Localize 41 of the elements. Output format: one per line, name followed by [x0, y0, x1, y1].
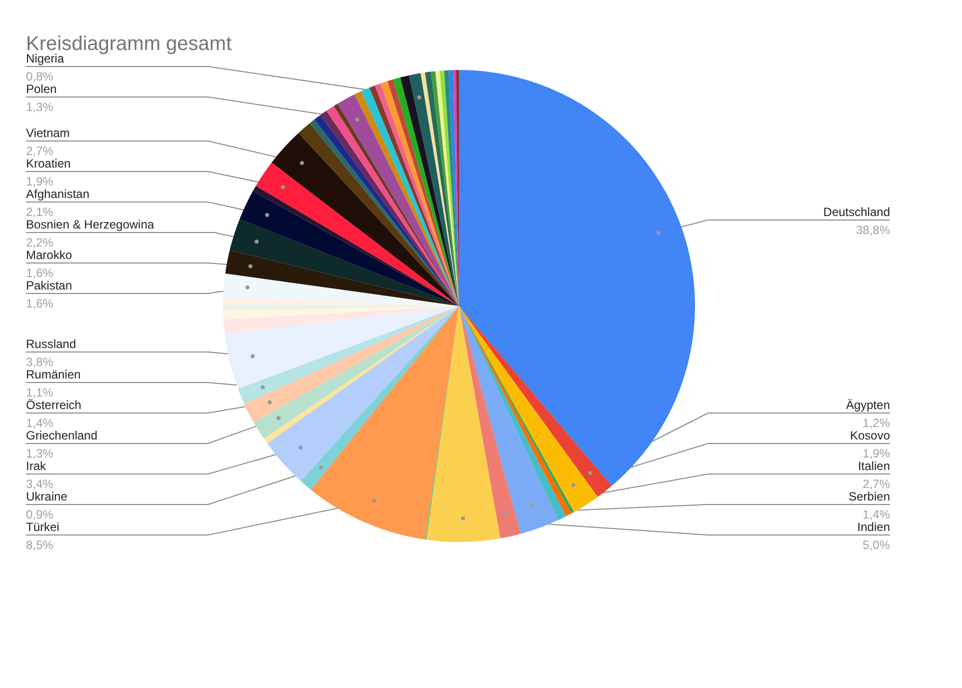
slice-label: Kosovo — [850, 428, 890, 442]
data-label: 1,4% — [862, 508, 890, 522]
slice-label: Ägypten — [846, 398, 890, 412]
slice-label: Bosnien & Herzegowina — [26, 217, 154, 232]
slice-label: Türkei — [26, 520, 60, 534]
data-label: 2,2% — [26, 235, 54, 250]
data-label: 8,5% — [26, 538, 54, 552]
slice-label: Griechenland — [26, 428, 98, 442]
data-label: 2,1% — [26, 204, 54, 219]
data-label: 38,8% — [856, 223, 890, 238]
slice-label: Russland — [26, 337, 76, 351]
data-label: 1,1% — [26, 386, 54, 400]
data-label: 2,7% — [26, 144, 54, 158]
data-label: 1,9% — [26, 174, 54, 188]
data-label: 1,9% — [862, 446, 890, 460]
data-label: 1,6% — [26, 266, 54, 280]
data-label: 2,7% — [862, 477, 890, 491]
slice-label: Polen — [26, 82, 57, 96]
slice-label: Deutschland — [823, 205, 890, 220]
slice-label: Pakistan — [26, 278, 72, 292]
data-label: 3,8% — [26, 355, 54, 369]
data-label: 5,0% — [862, 538, 890, 552]
slice-label: Italien — [858, 459, 890, 473]
data-label: 1,6% — [26, 296, 54, 310]
data-label: 3,4% — [26, 477, 54, 491]
slice-label: Afghanistan — [26, 186, 90, 201]
data-label: 0,9% — [26, 508, 54, 522]
data-label: 1,2% — [862, 416, 890, 430]
data-label: 1,3% — [26, 446, 54, 460]
data-label: 1,3% — [26, 100, 54, 114]
data-label: 0,8% — [26, 70, 54, 84]
slice-label: Rumänien — [26, 368, 81, 382]
slice-label: Indien — [857, 520, 890, 534]
slice-label: Ukraine — [26, 490, 68, 504]
slice-label: Kroatien — [26, 156, 71, 170]
slice-label: Marokko — [26, 248, 72, 262]
slice-label: Serbien — [848, 490, 890, 504]
data-label: 1,4% — [26, 416, 54, 430]
slice-label: Irak — [26, 459, 48, 473]
slice-label: Österreich — [26, 398, 82, 412]
slice-label: Vietnam — [26, 126, 70, 140]
